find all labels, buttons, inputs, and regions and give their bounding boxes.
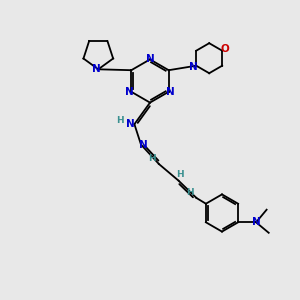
Text: O: O [221,44,230,54]
Text: N: N [189,62,198,72]
Text: N: N [146,54,154,64]
Text: N: N [139,140,148,150]
Text: N: N [252,217,261,227]
Text: N: N [125,87,134,97]
Text: H: H [186,188,194,197]
Text: H: H [176,170,184,179]
Text: H: H [148,154,155,163]
Text: H: H [116,116,124,125]
Text: N: N [166,87,175,97]
Text: N: N [92,64,100,74]
Text: N: N [126,119,135,129]
